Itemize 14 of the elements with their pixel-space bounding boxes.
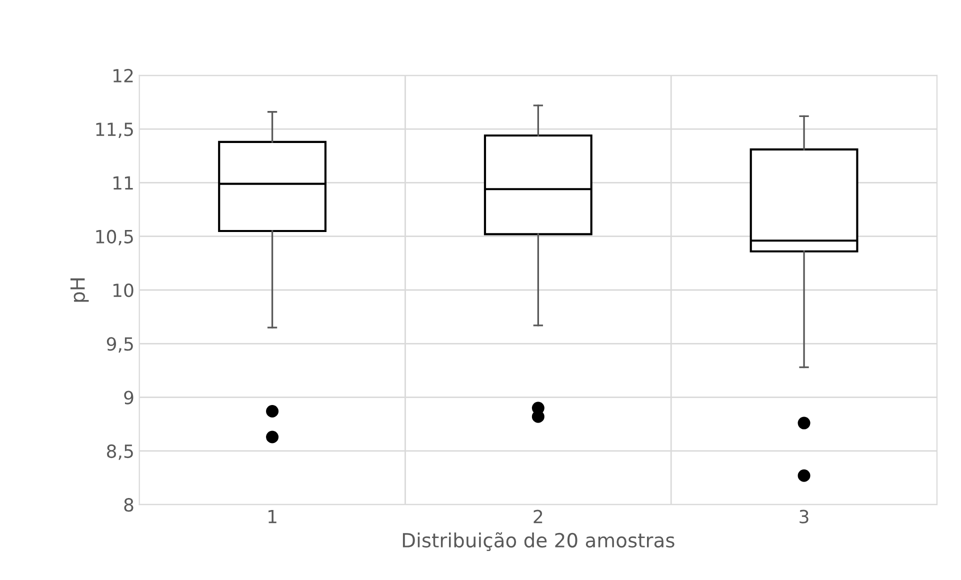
y-tick-label: 12 [113,68,133,82]
x-tick-label: 2 [534,510,542,524]
y-tick-label: 9 [124,390,134,404]
y-tick-label: 8,5 [106,444,133,460]
y-tick-label: 8 [124,498,134,512]
y-tick-label: 10 [113,283,134,298]
y-axis-title: pH [70,278,89,302]
x-tick-label: 3 [800,510,808,524]
x-tick-label: 1 [268,510,276,524]
y-tick-label: 11 [113,176,133,190]
x-axis-title: Distribuição de 20 amostras [402,532,674,552]
y-tick-label: 9,5 [106,337,133,353]
y-tick-label: 10,5 [96,230,133,246]
y-tick-label: 11,5 [96,122,133,138]
